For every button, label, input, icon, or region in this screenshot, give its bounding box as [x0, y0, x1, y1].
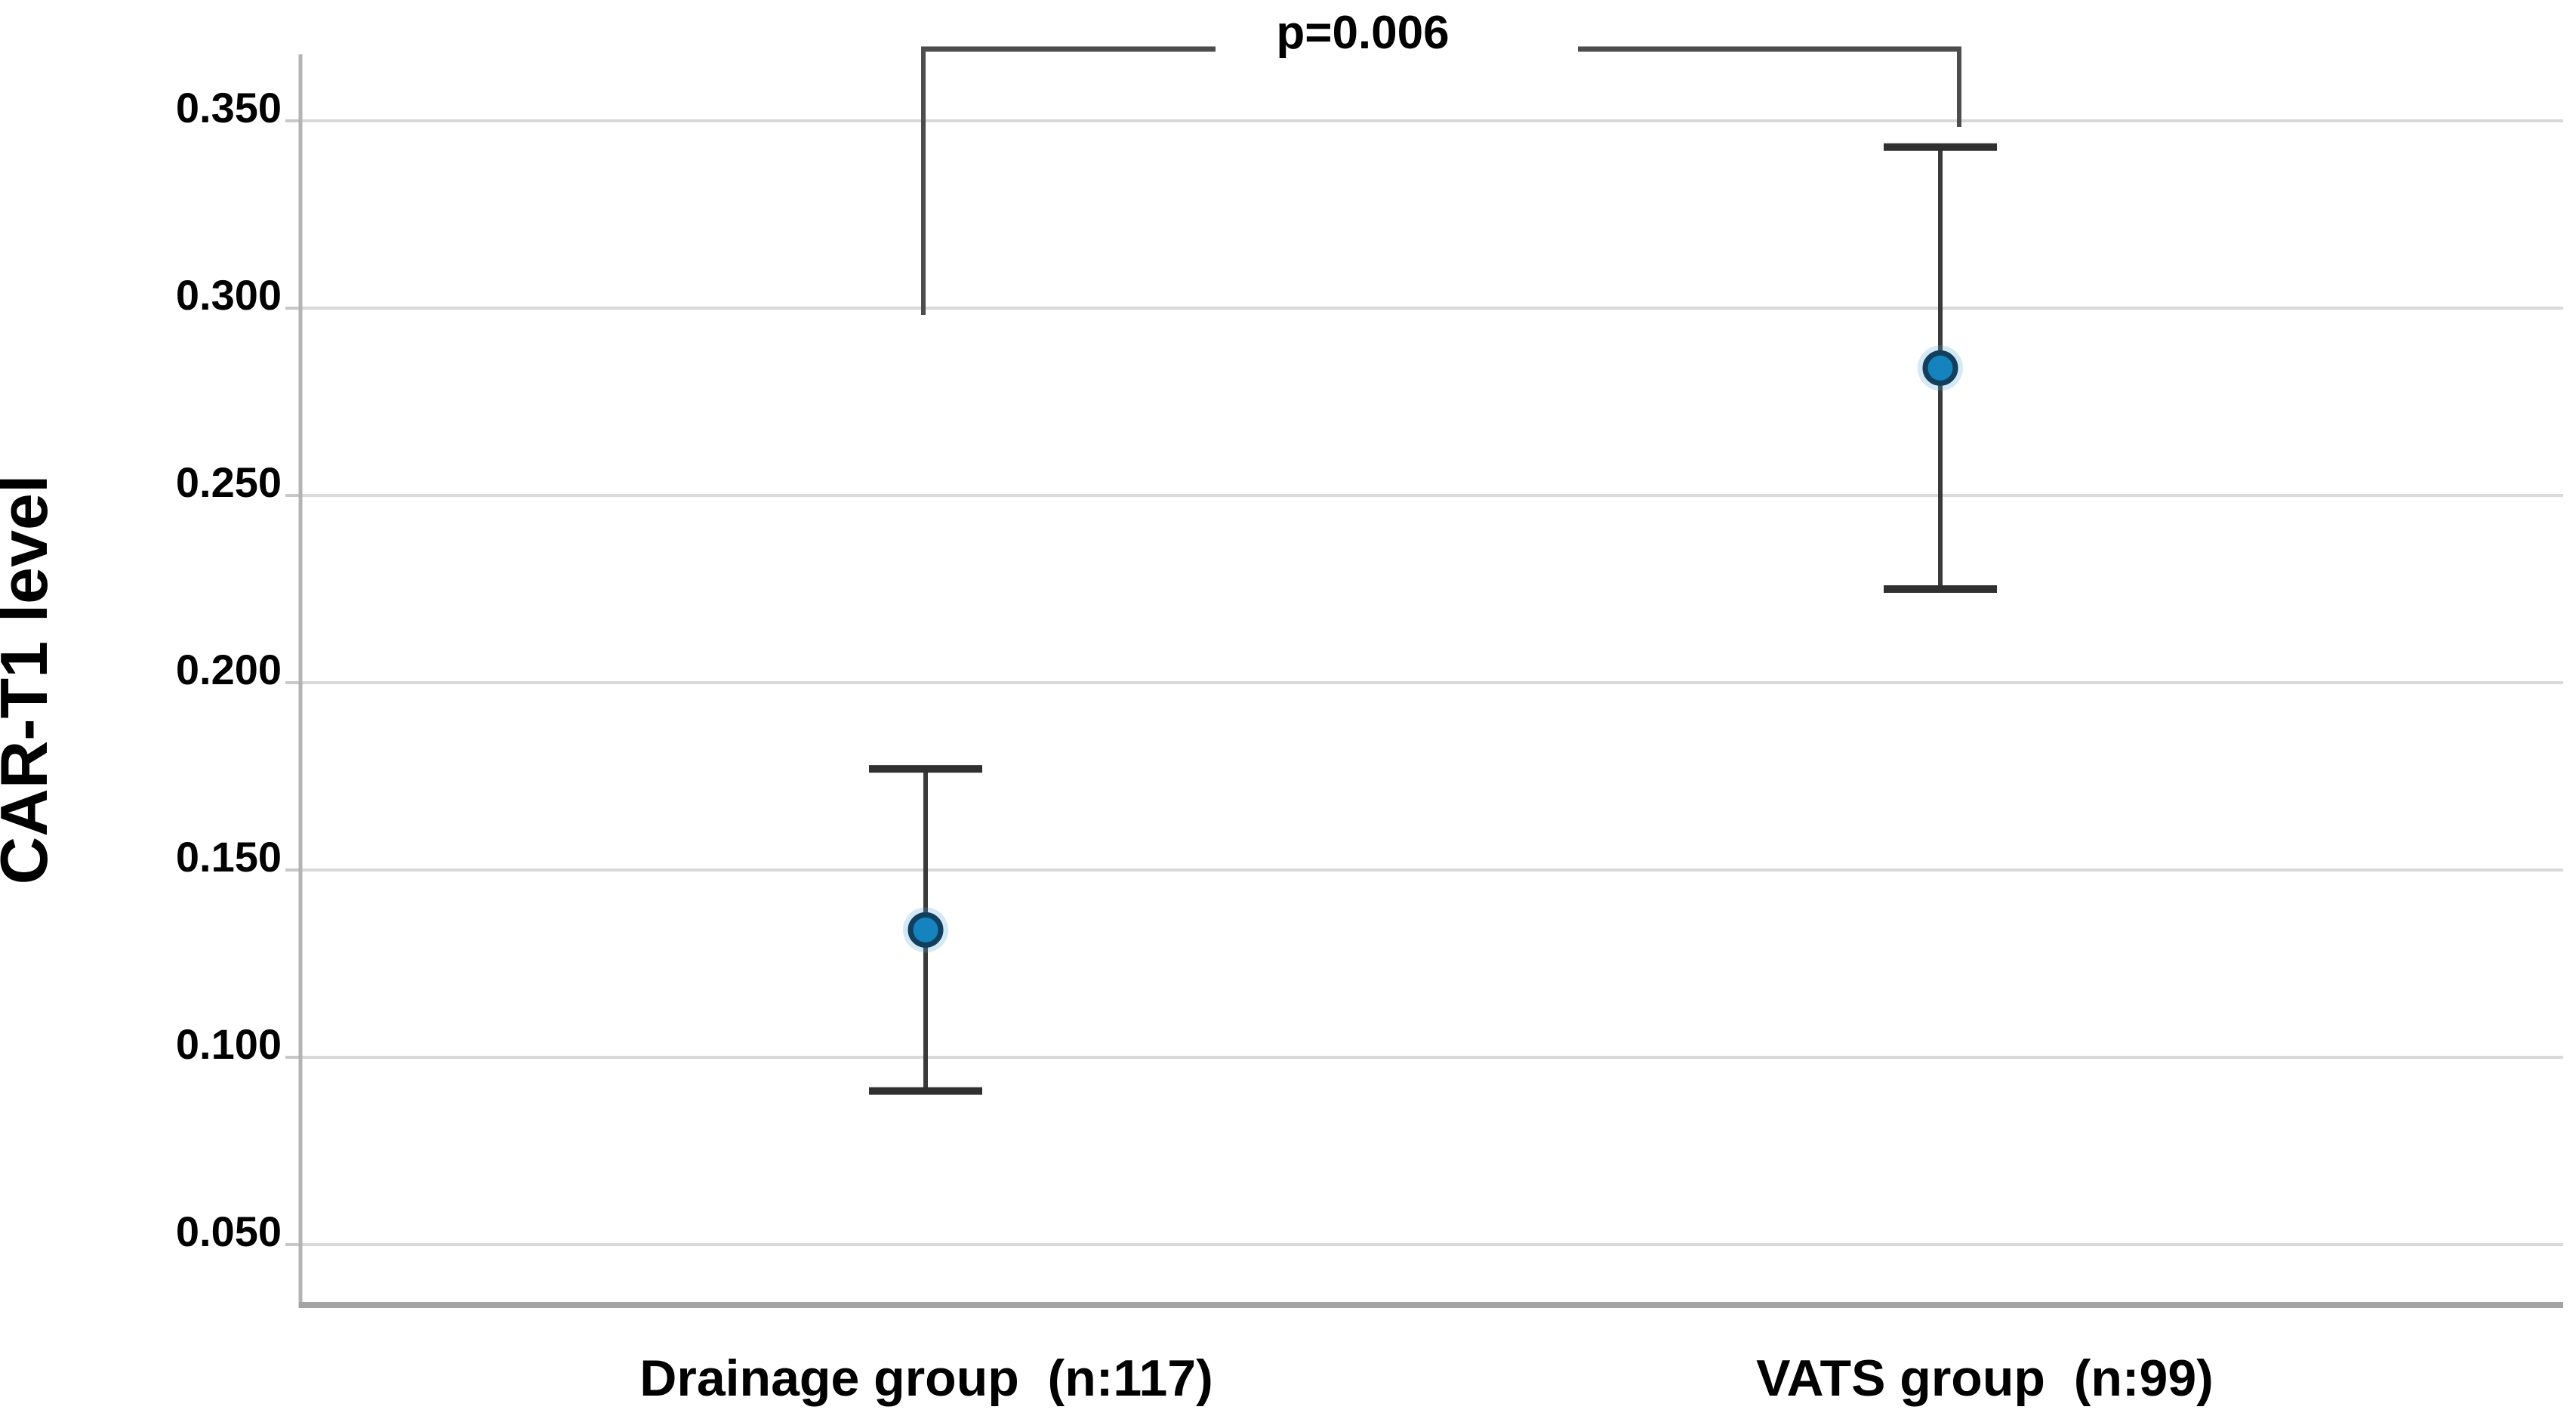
y-tick-label: 0.050 — [176, 1208, 282, 1255]
x-category-label: Drainage group (n:117) — [639, 1350, 1213, 1407]
error-bars-group — [869, 143, 1997, 1095]
y-tick-label: 0.100 — [176, 1020, 282, 1068]
mean-point — [1922, 350, 1958, 386]
y-tick-label: 0.200 — [176, 646, 282, 693]
y-tick-labels-group: 0.350 0.300 0.250 0.200 0.150 0.100 0.050 — [176, 84, 282, 1255]
y-tick-label: 0.250 — [176, 458, 282, 506]
error-bar — [1884, 143, 1997, 593]
y-axis-title: CAR-T1 level — [0, 475, 61, 885]
gridlines-group — [285, 119, 2563, 1246]
y-tick-label: 0.150 — [176, 833, 282, 881]
p-value-label: p=0.006 — [1276, 7, 1449, 59]
x-category-labels-group: Drainage group (n:117) VATS group (n:99) — [639, 1350, 2214, 1407]
axes-group — [298, 54, 2563, 1308]
x-category-label: VATS group (n:99) — [1756, 1350, 2214, 1407]
significance-bracket-group: p=0.006 — [921, 7, 1961, 315]
y-tick-label: 0.300 — [176, 271, 282, 319]
y-tick-label: 0.350 — [176, 84, 282, 131]
mean-point — [907, 912, 944, 948]
error-bar — [869, 765, 982, 1095]
